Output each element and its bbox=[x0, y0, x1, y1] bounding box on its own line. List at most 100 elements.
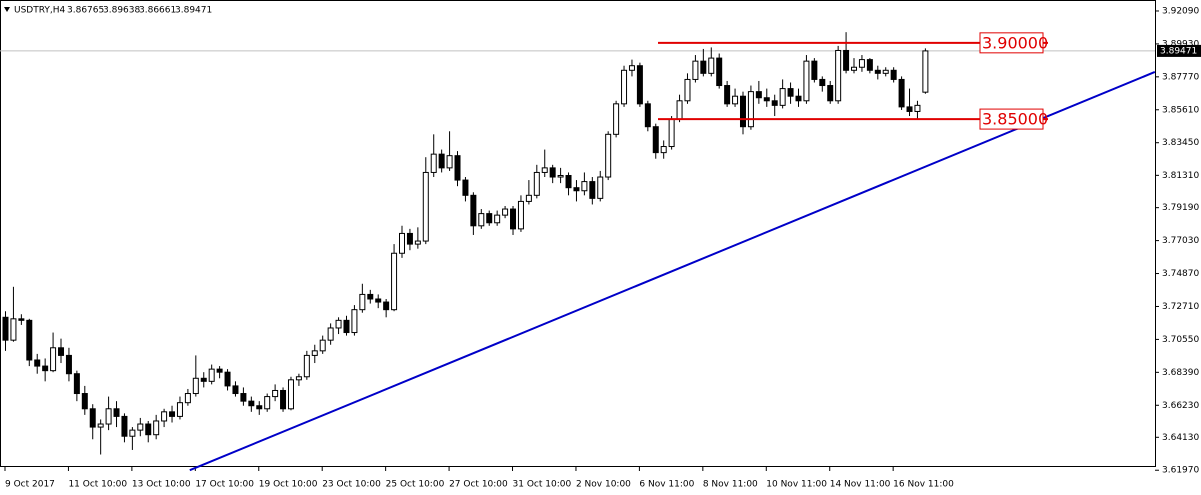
candle-body bbox=[399, 232, 405, 254]
candle-body bbox=[573, 187, 580, 192]
level-label-box bbox=[979, 32, 1044, 54]
candle-body bbox=[922, 50, 929, 93]
x-tick-label: 13 Oct 10:00 bbox=[132, 480, 191, 490]
candle-body bbox=[771, 100, 778, 106]
candle-body bbox=[874, 69, 881, 74]
candle-body bbox=[652, 126, 659, 154]
y-tick-label: 3.61970 bbox=[1162, 466, 1199, 476]
candle-body bbox=[161, 411, 168, 422]
candle-body bbox=[755, 91, 762, 99]
candle-body bbox=[565, 174, 572, 189]
candle-body bbox=[724, 85, 731, 105]
y-tick-label: 3.77030 bbox=[1162, 236, 1199, 246]
candle-body bbox=[597, 176, 604, 199]
candle-body bbox=[787, 88, 794, 97]
candle-body bbox=[200, 377, 207, 382]
candle-body bbox=[145, 423, 152, 436]
candle-body bbox=[422, 171, 429, 242]
x-tick-label: 16 Nov 11:00 bbox=[893, 480, 954, 490]
candle-body bbox=[18, 318, 25, 321]
candle-body bbox=[510, 208, 517, 230]
x-tick-label: 9 Oct 2017 bbox=[5, 480, 55, 490]
candle-body bbox=[478, 213, 485, 227]
x-tick-label: 14 Nov 11:00 bbox=[830, 480, 891, 490]
plot-frame bbox=[0, 0, 1156, 467]
candle-body bbox=[906, 106, 913, 112]
candle-body bbox=[224, 371, 231, 387]
candle-body bbox=[843, 49, 850, 71]
candle-body bbox=[914, 104, 921, 112]
candle-body bbox=[533, 171, 540, 196]
candle-body bbox=[644, 103, 651, 128]
y-tick-label: 3.66230 bbox=[1162, 401, 1199, 411]
candle-body bbox=[367, 293, 374, 300]
candle-body bbox=[169, 411, 176, 417]
candle-body bbox=[613, 103, 620, 135]
x-tick-label: 27 Oct 10:00 bbox=[449, 480, 508, 490]
candle-body bbox=[890, 69, 897, 80]
candle-body bbox=[811, 60, 818, 80]
candle-body bbox=[676, 100, 683, 120]
candle-body bbox=[486, 213, 493, 224]
y-tick-label: 3.79190 bbox=[1162, 203, 1199, 213]
candle-body bbox=[819, 78, 826, 87]
y-tick-label: 3.81310 bbox=[1162, 171, 1199, 181]
candle-body bbox=[295, 376, 302, 381]
candle-body bbox=[184, 393, 191, 404]
price-tag-label: 3.89471 bbox=[1160, 46, 1197, 56]
candle-body bbox=[113, 408, 120, 417]
y-tick-label: 3.92090 bbox=[1162, 6, 1199, 16]
candle-body bbox=[470, 194, 477, 227]
x-tick-label: 2 Nov 10:00 bbox=[576, 480, 631, 490]
candle-body bbox=[517, 200, 524, 230]
candle-body bbox=[65, 354, 72, 375]
x-tick-label: 8 Nov 11:00 bbox=[703, 480, 758, 490]
candle-body bbox=[176, 402, 183, 417]
price-tag bbox=[1157, 44, 1201, 57]
low-value: 3.86661 bbox=[139, 6, 176, 16]
candle-body bbox=[716, 57, 723, 87]
candle-body bbox=[589, 181, 596, 199]
y-tick-label: 3.68390 bbox=[1162, 368, 1199, 378]
candle-body bbox=[391, 252, 398, 311]
y-tick-label: 3.85610 bbox=[1162, 105, 1199, 115]
candle-body bbox=[636, 65, 643, 105]
candle-body bbox=[446, 155, 453, 169]
candle-body bbox=[700, 60, 707, 74]
candle-body bbox=[359, 293, 366, 311]
candle-body bbox=[287, 379, 294, 410]
candle-body bbox=[747, 91, 754, 128]
candle-body bbox=[121, 415, 128, 437]
candle-body bbox=[327, 327, 334, 341]
open-value: 3.86765 bbox=[67, 6, 104, 16]
candle-body bbox=[795, 95, 802, 102]
candle-body bbox=[97, 423, 104, 428]
candle-body bbox=[732, 95, 739, 105]
candle-body bbox=[866, 59, 873, 71]
candle-body bbox=[248, 400, 255, 407]
candle-body bbox=[525, 194, 532, 202]
candle-body bbox=[739, 95, 746, 128]
candle-body bbox=[835, 49, 842, 102]
candle-body bbox=[621, 69, 628, 105]
candle-body bbox=[414, 240, 421, 245]
y-tick-label: 3.64130 bbox=[1162, 433, 1199, 443]
y-tick-label: 3.72710 bbox=[1162, 302, 1199, 312]
candle-body bbox=[692, 60, 699, 80]
candle-body bbox=[73, 373, 80, 395]
candle-body bbox=[232, 385, 239, 395]
level-label-box bbox=[979, 108, 1044, 130]
menu-arrow[interactable] bbox=[4, 7, 10, 12]
y-tick-label: 3.89930 bbox=[1162, 39, 1199, 49]
candle-body bbox=[153, 420, 160, 436]
candle-body bbox=[343, 319, 350, 334]
y-tick-label: 3.83450 bbox=[1162, 138, 1199, 148]
high-value: 3.89638 bbox=[103, 6, 140, 16]
candle-body bbox=[311, 350, 318, 356]
symbol: USDTRY,H4 bbox=[14, 6, 66, 16]
candle-body bbox=[557, 174, 564, 178]
x-tick-label: 19 Oct 10:00 bbox=[259, 480, 318, 490]
candle-body bbox=[137, 423, 144, 431]
candle-body bbox=[605, 133, 612, 178]
